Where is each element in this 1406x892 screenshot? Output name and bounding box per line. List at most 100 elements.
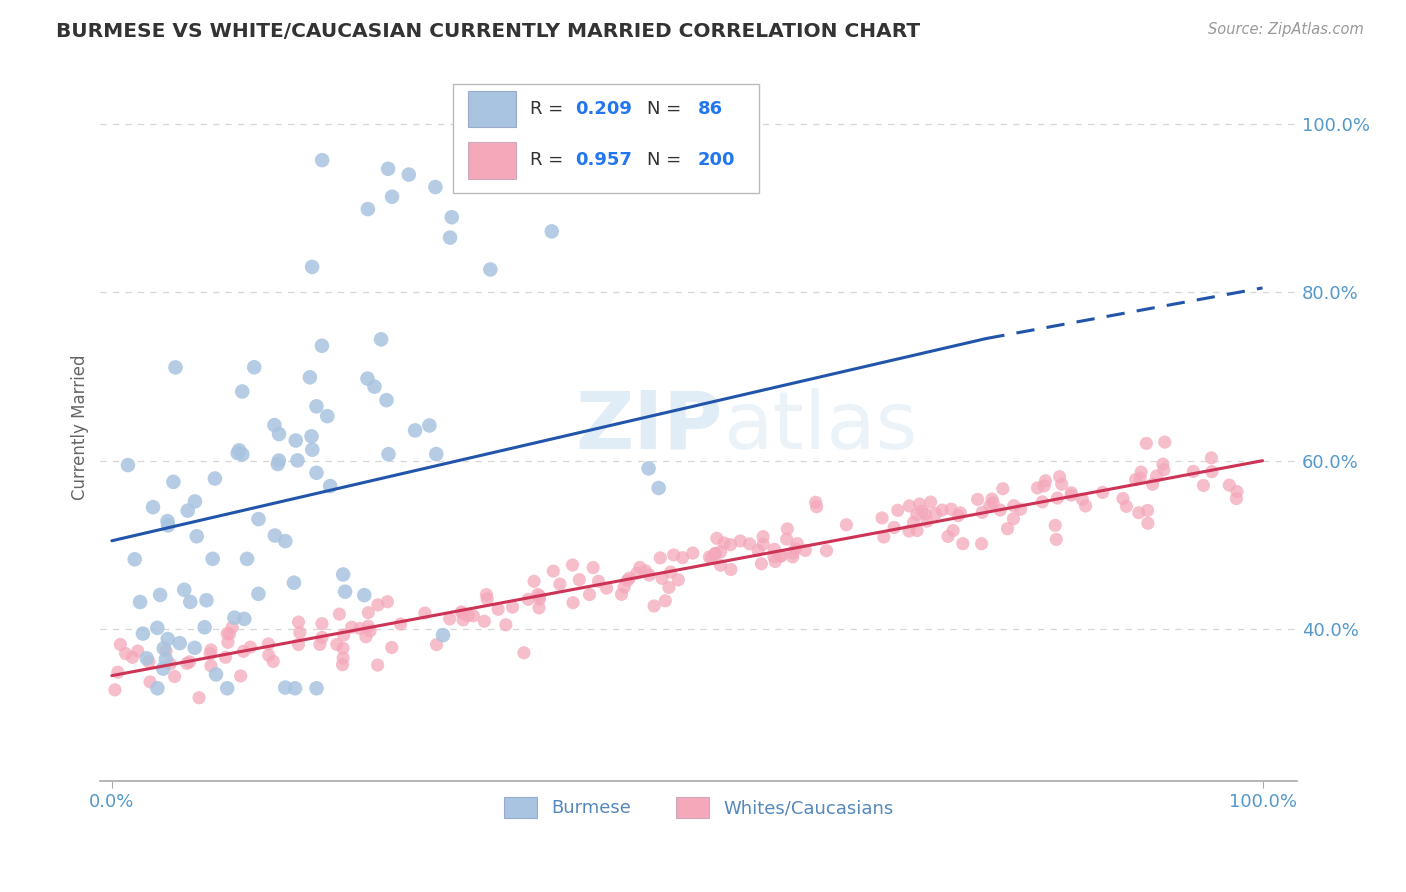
Point: [217, 681, 239, 696]
Point: [311, 631, 333, 645]
Point: [121, 650, 143, 665]
Point: [1182, 465, 1205, 479]
Point: [479, 171, 502, 186]
Text: Source: ZipAtlas.com: Source: ZipAtlas.com: [1208, 22, 1364, 37]
Point: [804, 495, 827, 509]
FancyBboxPatch shape: [468, 91, 516, 128]
Point: [183, 640, 205, 655]
Text: R =: R =: [530, 152, 569, 169]
Point: [440, 210, 463, 224]
Point: [658, 581, 681, 595]
Point: [357, 619, 380, 633]
Point: [972, 505, 994, 519]
Point: [942, 524, 965, 538]
Point: [221, 620, 243, 634]
Point: [195, 593, 218, 607]
Point: [981, 491, 1004, 506]
Point: [776, 522, 799, 536]
Point: [651, 571, 673, 585]
Point: [666, 573, 689, 587]
Point: [582, 560, 605, 574]
Point: [176, 657, 198, 671]
Point: [156, 514, 179, 528]
Point: [262, 654, 284, 668]
Point: [997, 522, 1019, 536]
Point: [770, 549, 793, 563]
Point: [908, 497, 931, 511]
Point: [486, 602, 509, 616]
Point: [720, 538, 742, 552]
Point: [267, 457, 290, 471]
Point: [349, 622, 371, 636]
Point: [949, 506, 972, 520]
Point: [1225, 491, 1247, 506]
Point: [782, 546, 804, 560]
Point: [404, 424, 426, 438]
Point: [316, 409, 339, 424]
Point: [451, 613, 474, 627]
Point: [218, 627, 240, 641]
Point: [616, 574, 638, 588]
Point: [626, 566, 648, 581]
Point: [288, 625, 311, 640]
Point: [1045, 518, 1067, 533]
Text: 0.957: 0.957: [575, 152, 633, 169]
Point: [905, 524, 928, 538]
Point: [149, 588, 172, 602]
Point: [1050, 477, 1073, 491]
Point: [475, 588, 498, 602]
Point: [205, 667, 228, 681]
Point: [332, 567, 354, 582]
Point: [1049, 469, 1071, 483]
Point: [201, 552, 224, 566]
Point: [527, 601, 550, 615]
Point: [217, 626, 239, 640]
Point: [162, 475, 184, 489]
Point: [887, 503, 910, 517]
Point: [184, 494, 207, 508]
Text: 0.209: 0.209: [575, 100, 633, 118]
Point: [107, 665, 129, 680]
Point: [1033, 479, 1056, 493]
Point: [502, 600, 524, 615]
Point: [247, 587, 270, 601]
Point: [704, 546, 727, 560]
Point: [898, 499, 921, 513]
Point: [377, 447, 399, 461]
Point: [124, 552, 146, 566]
Point: [966, 492, 988, 507]
Point: [127, 644, 149, 658]
Point: [1071, 492, 1094, 507]
Point: [370, 332, 392, 346]
Point: [1060, 485, 1083, 500]
Point: [619, 571, 641, 585]
Point: [920, 495, 942, 509]
Point: [353, 588, 375, 602]
Point: [981, 496, 1004, 510]
Point: [439, 230, 461, 244]
Point: [752, 530, 775, 544]
Point: [924, 507, 946, 521]
Point: [233, 612, 256, 626]
Point: [905, 508, 928, 522]
Point: [305, 466, 328, 480]
Point: [595, 581, 617, 595]
Text: N =: N =: [647, 100, 688, 118]
Point: [903, 516, 925, 530]
Point: [356, 371, 378, 385]
Point: [194, 620, 217, 634]
Point: [654, 594, 676, 608]
Point: [257, 648, 280, 663]
Point: [332, 651, 354, 665]
Point: [946, 508, 969, 523]
Point: [1045, 533, 1067, 547]
Text: ZIP: ZIP: [575, 388, 723, 466]
Point: [1046, 491, 1069, 505]
Point: [311, 616, 333, 631]
FancyBboxPatch shape: [453, 84, 758, 194]
Point: [418, 418, 440, 433]
Point: [179, 595, 201, 609]
Point: [1201, 465, 1223, 479]
Point: [988, 503, 1011, 517]
Point: [979, 499, 1001, 513]
